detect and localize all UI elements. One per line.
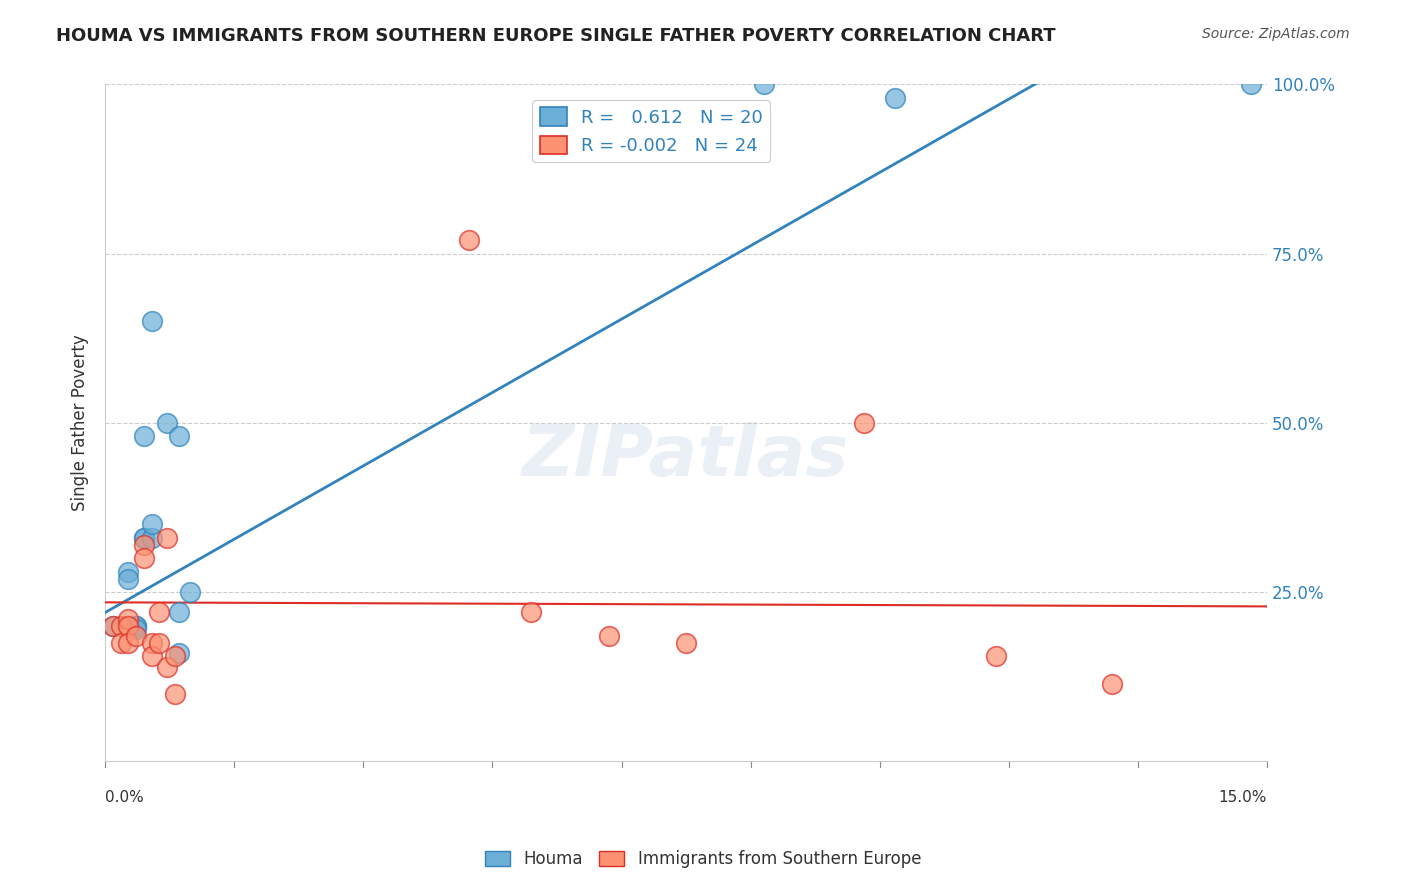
Point <box>853 416 876 430</box>
Point <box>984 649 1007 664</box>
Point <box>132 531 155 545</box>
Point <box>125 623 148 637</box>
Text: 15.0%: 15.0% <box>1219 790 1267 805</box>
Point <box>125 629 148 643</box>
Point <box>752 78 775 92</box>
Legend: Houma, Immigrants from Southern Europe: Houma, Immigrants from Southern Europe <box>478 844 928 875</box>
Point <box>117 619 139 633</box>
Point <box>167 606 190 620</box>
Text: 0.0%: 0.0% <box>105 790 143 805</box>
Point <box>156 659 179 673</box>
Point <box>675 636 697 650</box>
Y-axis label: Single Father Poverty: Single Father Poverty <box>72 334 89 511</box>
Point <box>141 636 163 650</box>
Point <box>117 572 139 586</box>
Point <box>141 517 163 532</box>
Point <box>132 429 155 443</box>
Point <box>141 649 163 664</box>
Point <box>110 636 132 650</box>
Point <box>141 314 163 328</box>
Text: HOUMA VS IMMIGRANTS FROM SOUTHERN EUROPE SINGLE FATHER POVERTY CORRELATION CHART: HOUMA VS IMMIGRANTS FROM SOUTHERN EUROPE… <box>56 27 1056 45</box>
Point <box>148 606 170 620</box>
Point <box>156 416 179 430</box>
Point <box>148 636 170 650</box>
Point <box>167 646 190 660</box>
Point <box>132 531 155 545</box>
Point <box>163 687 186 701</box>
Point <box>125 619 148 633</box>
Point <box>110 619 132 633</box>
Point <box>101 619 124 633</box>
Point <box>156 531 179 545</box>
Point <box>884 91 907 105</box>
Legend: R =   0.612   N = 20, R = -0.002   N = 24: R = 0.612 N = 20, R = -0.002 N = 24 <box>533 100 770 162</box>
Point <box>132 551 155 566</box>
Point <box>132 538 155 552</box>
Text: Source: ZipAtlas.com: Source: ZipAtlas.com <box>1202 27 1350 41</box>
Point <box>179 585 201 599</box>
Point <box>167 429 190 443</box>
Text: ZIPatlas: ZIPatlas <box>523 422 849 491</box>
Point <box>117 612 139 626</box>
Point <box>163 649 186 664</box>
Point <box>1240 78 1263 92</box>
Point <box>117 636 139 650</box>
Point <box>458 233 481 247</box>
Point <box>598 629 620 643</box>
Point <box>1101 676 1123 690</box>
Point <box>125 619 148 633</box>
Point <box>520 606 543 620</box>
Point <box>117 565 139 579</box>
Point <box>141 531 163 545</box>
Point <box>101 619 124 633</box>
